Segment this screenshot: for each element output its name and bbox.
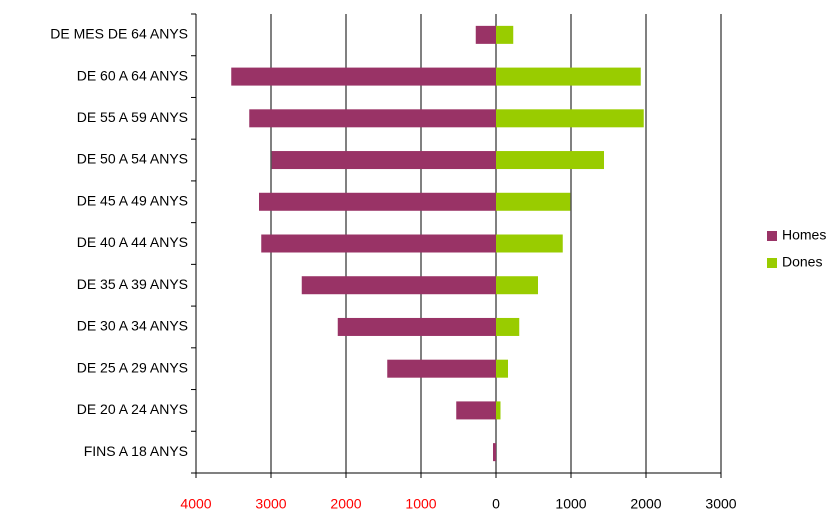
bar: [337, 317, 496, 336]
bar: [496, 109, 644, 128]
bar: [249, 109, 496, 128]
x-tick-label: 2000: [330, 496, 361, 512]
bar: [496, 317, 520, 336]
legend-label: Dones: [782, 254, 822, 270]
bar: [493, 443, 496, 462]
y-tick-label: DE 35 A 39 ANYS: [77, 276, 188, 292]
x-tick-label: 3000: [705, 496, 736, 512]
y-tick-label: DE 25 A 29 ANYS: [77, 359, 188, 375]
y-tick-label: DE 20 A 24 ANYS: [77, 401, 188, 417]
y-tick-label: DE 45 A 49 ANYS: [77, 192, 188, 208]
y-tick-label: DE 55 A 59 ANYS: [77, 109, 188, 125]
bar: [496, 359, 508, 378]
y-tick-label: DE 30 A 34 ANYS: [77, 318, 188, 334]
x-tick-label: 4000: [180, 496, 211, 512]
bar: [496, 276, 538, 295]
bar: [475, 25, 496, 44]
bar: [496, 25, 514, 44]
x-tick-label: 3000: [255, 496, 286, 512]
legend-label: Homes: [782, 227, 826, 243]
bar: [496, 151, 604, 170]
legend-swatch: [767, 258, 777, 268]
y-tick-label: DE 50 A 54 ANYS: [77, 151, 188, 167]
y-tick-label: DE MES DE 64 ANYS: [50, 26, 188, 42]
bar: [271, 151, 496, 170]
bar: [301, 276, 496, 295]
bar: [387, 359, 496, 378]
bar: [496, 192, 571, 211]
bar: [456, 401, 496, 420]
bar: [261, 234, 496, 253]
y-tick-label: FINS A 18 ANYS: [84, 443, 188, 459]
bar: [496, 234, 563, 253]
x-tick-label: 2000: [630, 496, 661, 512]
bar: [259, 192, 496, 211]
bar: [496, 67, 641, 86]
y-tick-label: DE 60 A 64 ANYS: [77, 67, 188, 83]
legend-swatch: [767, 231, 777, 241]
bar: [231, 67, 496, 86]
x-tick-label: 0: [492, 496, 500, 512]
y-tick-label: DE 40 A 44 ANYS: [77, 234, 188, 250]
x-tick-label: 1000: [405, 496, 436, 512]
x-tick-label: 1000: [555, 496, 586, 512]
bar: [496, 401, 501, 420]
